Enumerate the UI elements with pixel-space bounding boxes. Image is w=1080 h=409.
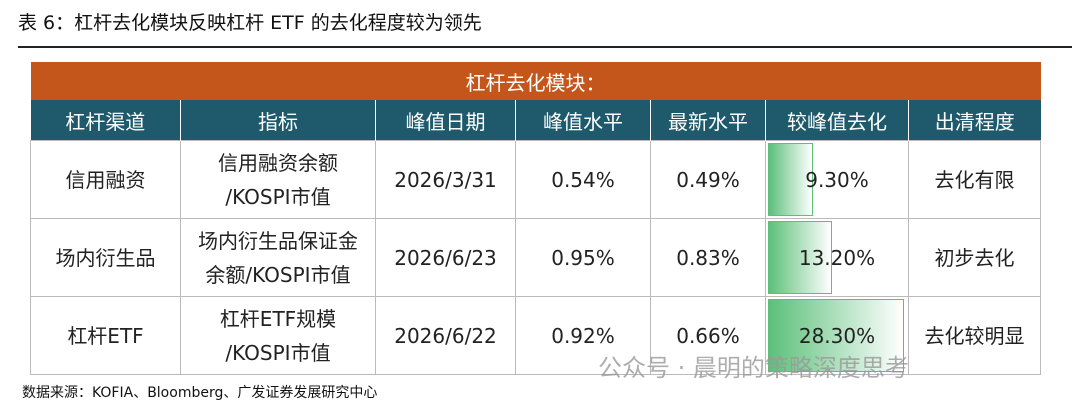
cell: 场内衍生品: [30, 218, 181, 297]
table: 杠杆去化模块： 杠杆渠道 指标 峰值日期 峰值水平 最新水平 较峰值去化 出清程度 信用融资…: [30, 62, 1041, 375]
cell: 杠杆ETF: [30, 296, 181, 375]
column-header: 较峰值去化: [765, 100, 909, 141]
row: 杠杆ETF 杠杆ETF规模 /KOSPI市值 2026/6/22 0.92% 0.66%…: [30, 296, 1041, 375]
cell: 杠杆ETF规模 /KOSPI市值: [180, 296, 376, 375]
cell: 信用融资余额 /KOSPI市值: [180, 140, 376, 219]
cell-text: 28.30%: [798, 323, 876, 348]
column-header: 指标: [180, 100, 376, 141]
column-header: 峰值水平: [515, 100, 651, 141]
data-bar: [768, 143, 813, 216]
section-title: 杠杆去化模块：: [465, 70, 606, 95]
title: 表 6：杠杆去化模块反映杠杆 ETF 的去化程度较为领先: [18, 12, 482, 34]
rule: [18, 46, 1072, 48]
cell: 去化较明显: [908, 296, 1041, 375]
column-header: 杠杆渠道: [30, 100, 181, 141]
cell: 2026/3/31: [375, 140, 516, 219]
column-header: 出清程度: [908, 100, 1041, 141]
cell: 去化有限: [908, 140, 1041, 219]
data-bar: [768, 221, 832, 294]
cell: 2026/6/23: [375, 218, 516, 297]
row: 信用融资 信用融资余额 /KOSPI市值 2026/3/31 0.54% 0.49% 9.…: [30, 140, 1041, 219]
cell: 0.66%: [650, 296, 766, 375]
cell: 0.83%: [650, 218, 766, 297]
cell: 13.20%: [765, 218, 909, 297]
cell: 0.92%: [515, 296, 651, 375]
cell: 28.30%: [765, 296, 909, 375]
watermark: 公众号 · 晨明的策略深度思考: [598, 354, 909, 382]
cell-text: 13.20%: [798, 245, 876, 270]
cell: 9.30%: [765, 140, 909, 219]
cell: 2026/6/22: [375, 296, 516, 375]
data-bar: [768, 299, 905, 372]
cell: 信用融资: [30, 140, 181, 219]
source: 数据来源：KOFIA、Bloomberg、广发证券发展研究中心: [22, 385, 378, 401]
cell: 0.49%: [650, 140, 766, 219]
cell: 场内衍生品保证金 余额/KOSPI市值: [180, 218, 376, 297]
column-header: 峰值日期: [375, 100, 516, 141]
cell: 0.54%: [515, 140, 651, 219]
cell-text: 9.30%: [805, 167, 869, 192]
row: 场内衍生品 场内衍生品保证金 余额/KOSPI市值 2026/6/23 0.95% 0.…: [30, 218, 1041, 297]
cell: 初步去化: [908, 218, 1041, 297]
cell: 0.95%: [515, 218, 651, 297]
column-header: 最新水平: [650, 100, 766, 141]
